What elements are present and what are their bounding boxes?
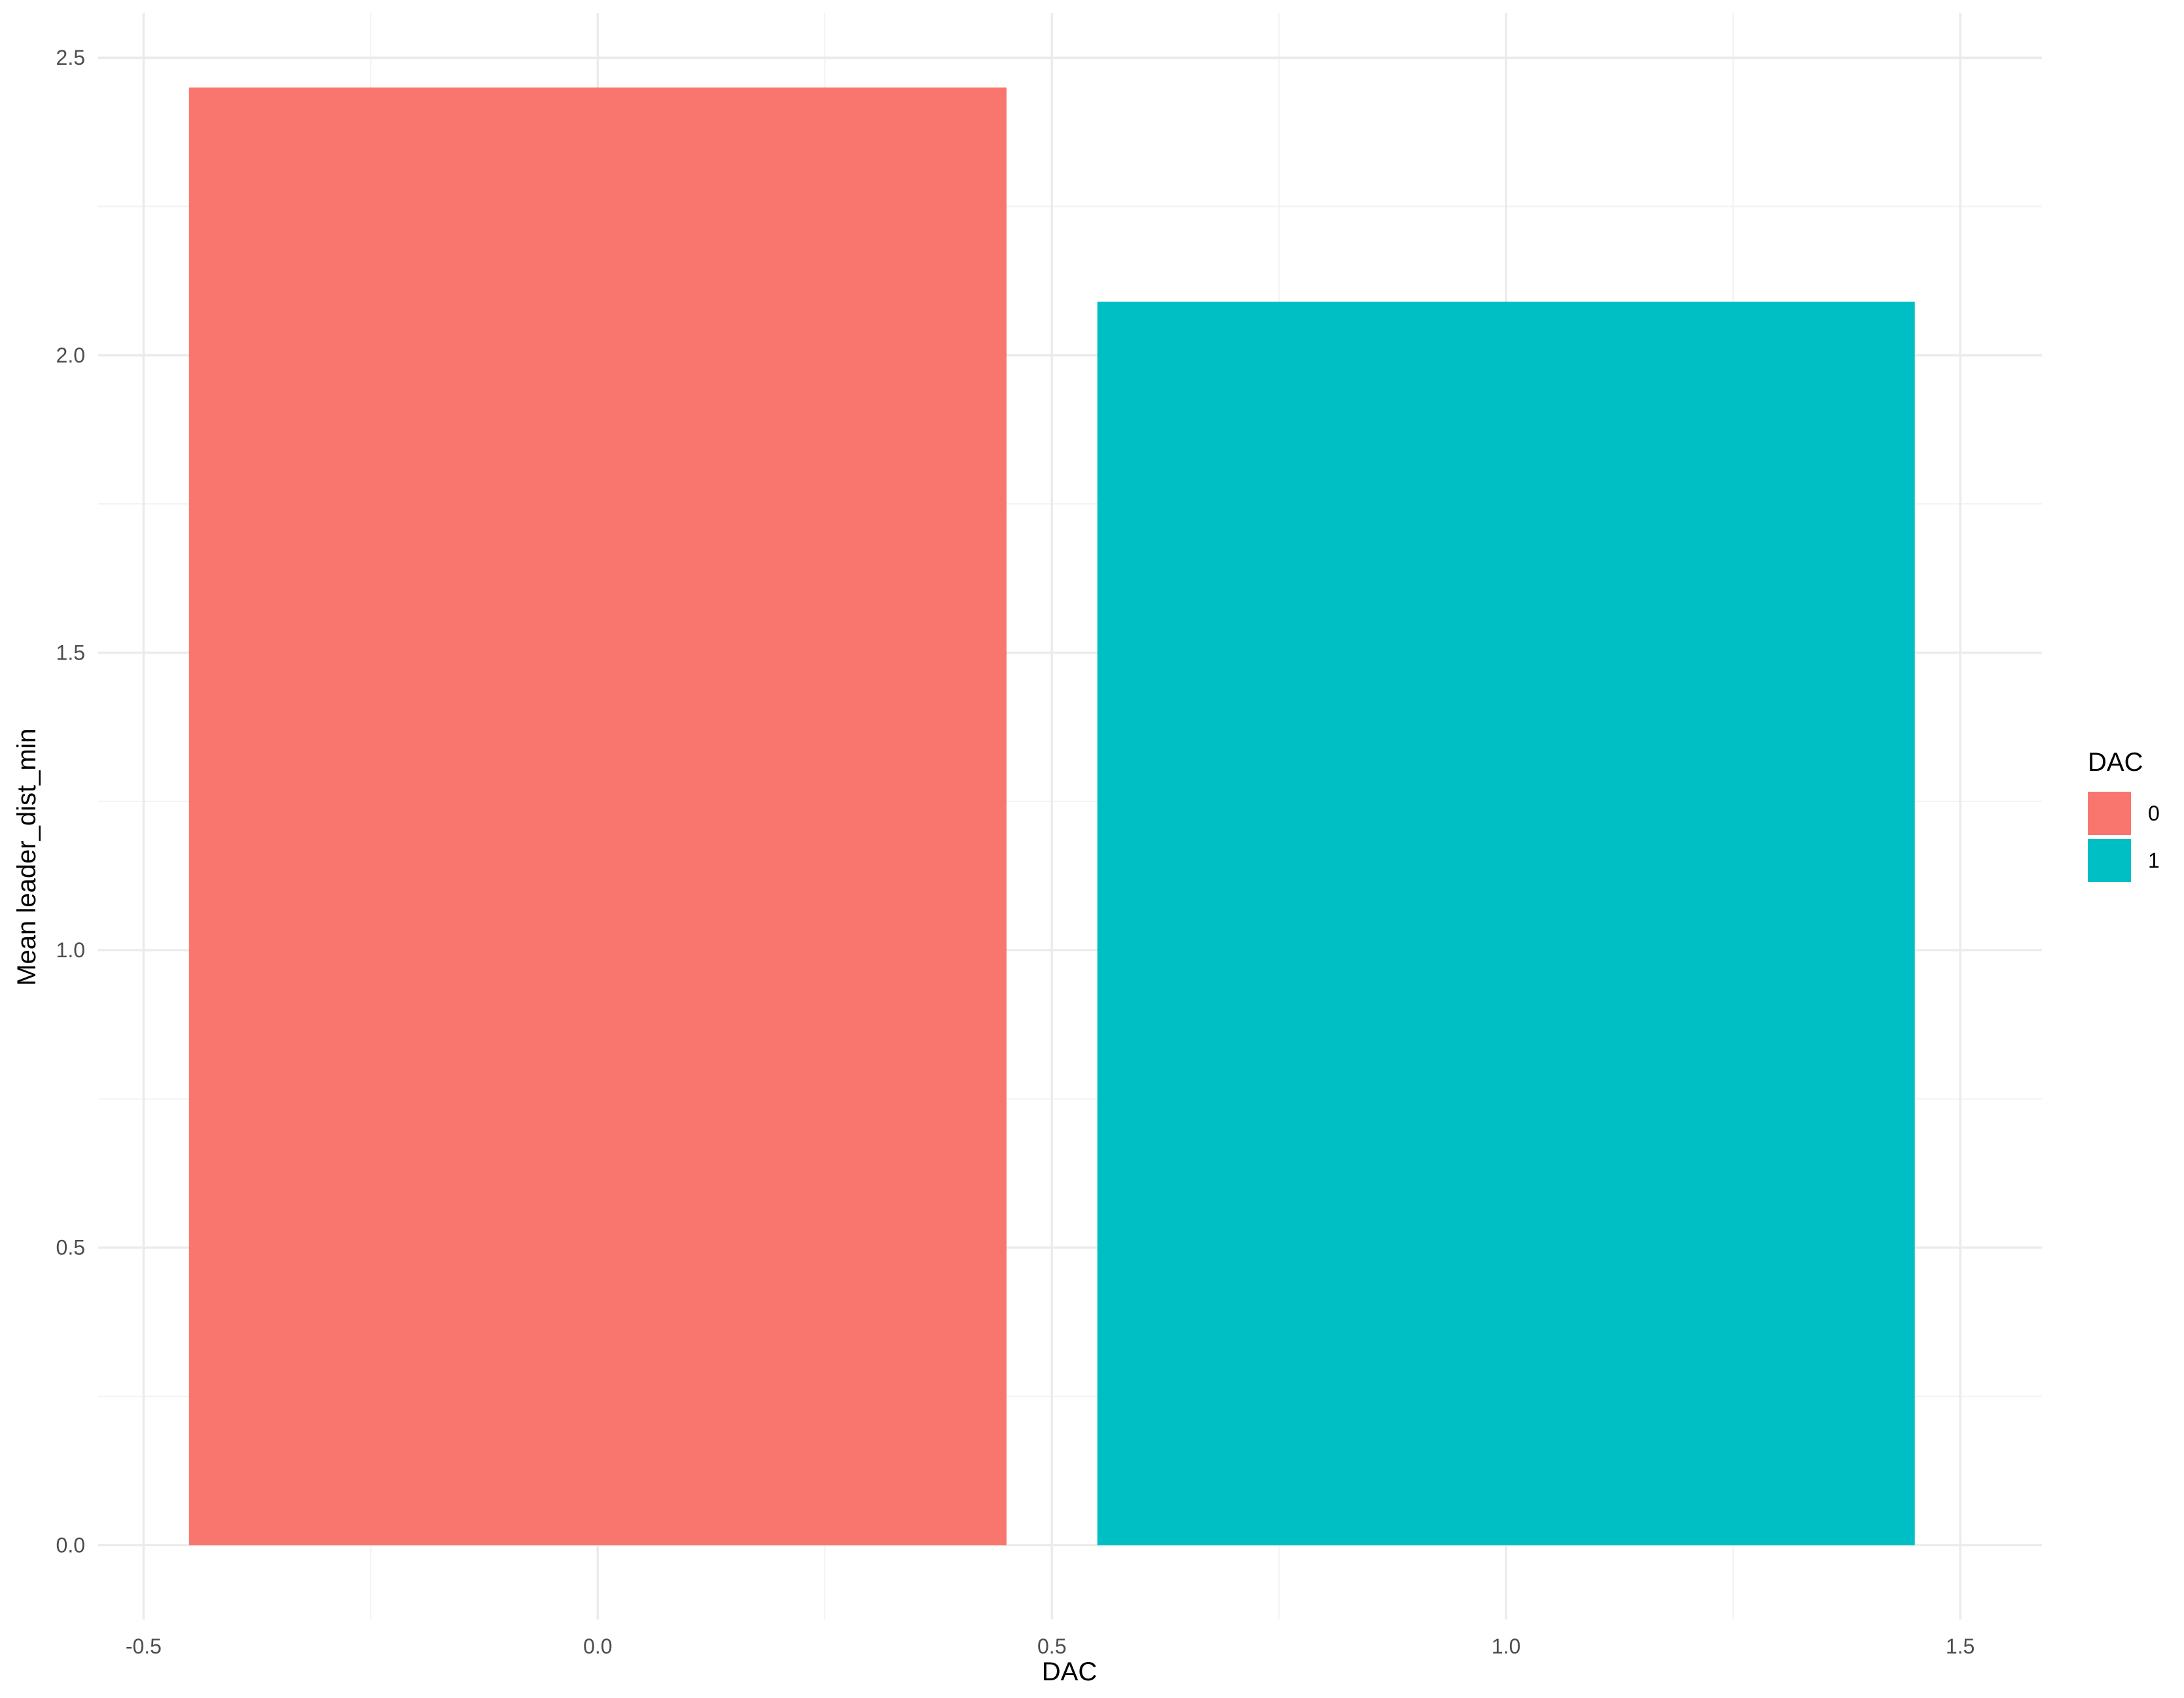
bar-dac-1 [1097,301,1915,1546]
legend-key-1 [2088,839,2131,882]
y-axis-title: Mean leader_dist_min [12,728,41,986]
legend-label-0: 0 [2148,802,2160,825]
y-tick-label: 0.5 [56,1236,85,1260]
y-tick-label: 1.0 [56,938,85,962]
x-tick-label: 1.5 [1946,1635,1975,1658]
x-tick-label: 0.5 [1037,1635,1066,1658]
y-tick-label: 0.0 [56,1533,85,1557]
legend-label-1: 1 [2148,849,2160,872]
y-tick-label: 1.5 [56,641,85,664]
x-tick-labels: -0.5 0.0 0.5 1.0 1.5 [126,1635,1975,1658]
legend: DAC 0 1 [2088,748,2160,882]
y-tick-label: 2.5 [56,46,85,69]
x-tick-label: 0.0 [583,1635,612,1658]
x-tick-label: -0.5 [126,1635,162,1658]
bars [188,87,1915,1546]
y-tick-labels: 0.0 0.5 1.0 1.5 2.0 2.5 [56,46,85,1557]
legend-title: DAC [2088,748,2143,777]
x-tick-label: 1.0 [1492,1635,1520,1658]
x-axis-title: DAC [1042,1657,1097,1686]
legend-key-0 [2088,792,2131,835]
y-tick-label: 2.0 [56,344,85,367]
bar-dac-0 [188,87,1007,1546]
